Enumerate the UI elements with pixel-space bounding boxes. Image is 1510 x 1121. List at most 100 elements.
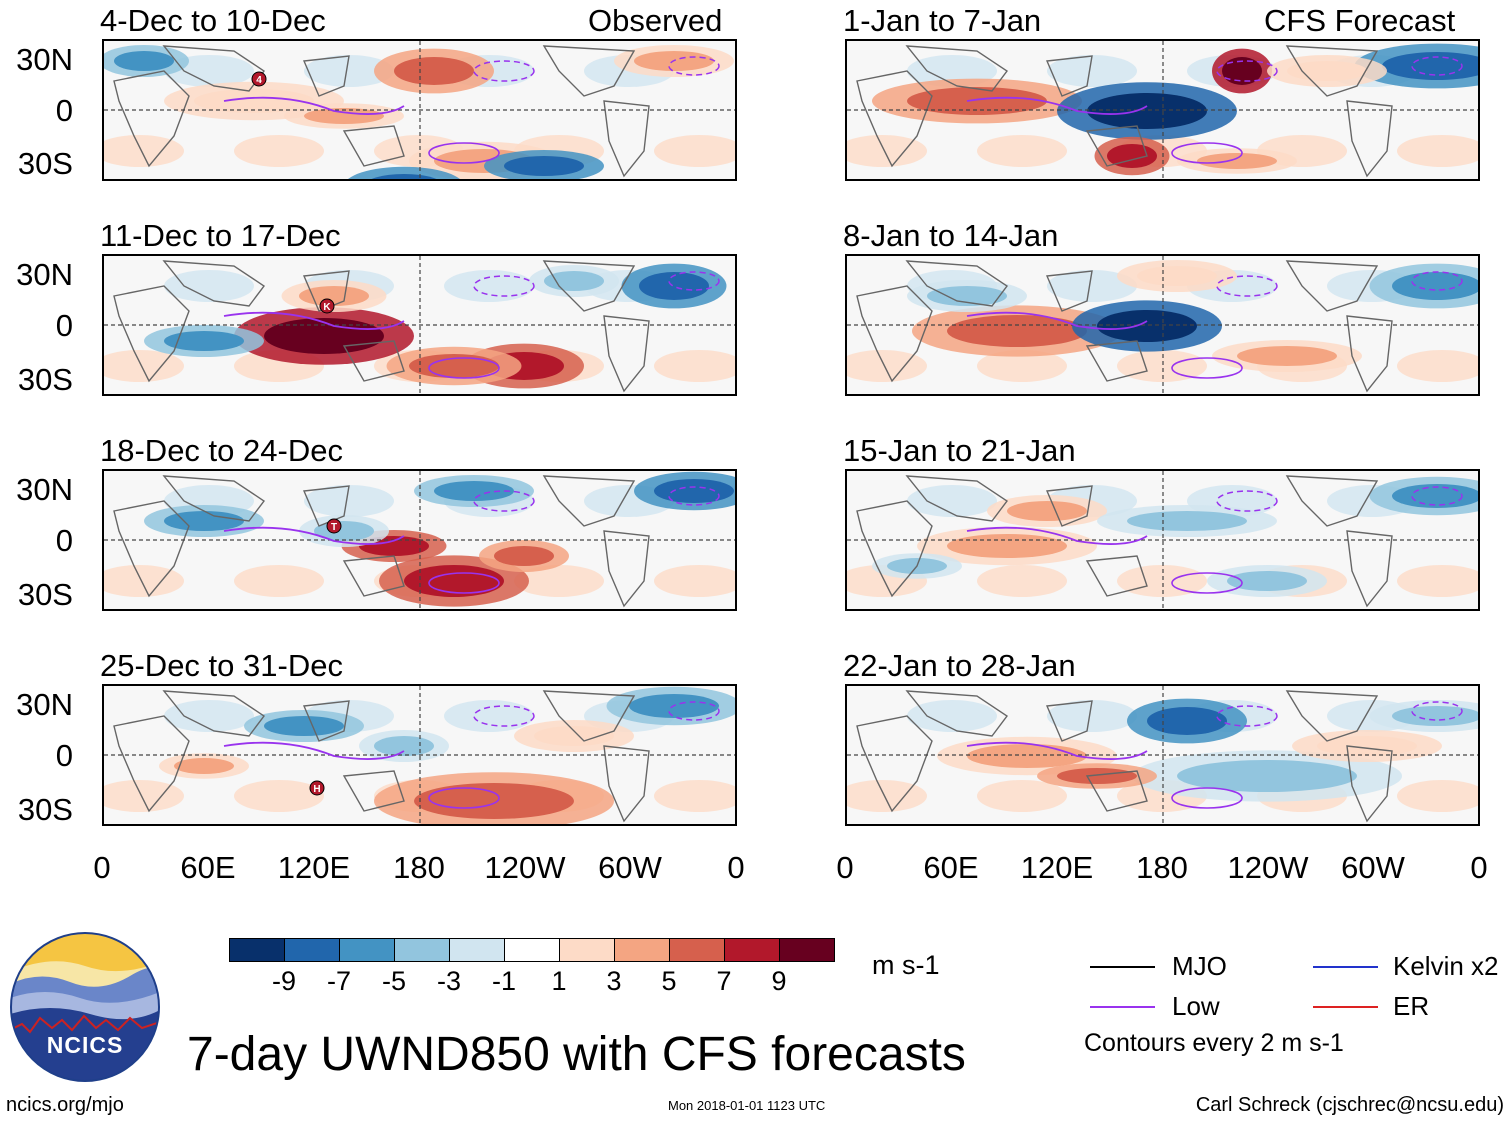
low-contour [1171,142,1243,164]
continent-outline [603,100,650,178]
colorbar-swatch [779,938,835,962]
lat-label-30s: 30S [17,146,73,181]
colorbar-swatch [614,938,670,962]
continent-outline [302,700,350,742]
anomaly-band [304,485,394,517]
anomaly-core [1237,346,1337,366]
map-field [847,256,1478,394]
map-field: 4 [104,41,735,179]
colorbar-swatch [229,938,285,962]
map-panel-obs-3: T [102,469,737,611]
lon-label: 60W [598,850,662,885]
timestamp: Mon 2018-01-01 1123 UTC [668,1098,826,1113]
anomaly-core [1147,707,1227,735]
continent-outline [302,55,350,97]
anomaly-core [264,716,344,736]
map-panel-fc-4 [845,684,1480,826]
continent-outline [1085,340,1148,382]
continent-outline [856,285,933,383]
continent-outline [302,485,350,527]
continent-outline [342,770,405,812]
lon-label: 60E [180,850,236,885]
colorbar-swatch [284,938,340,962]
anomaly-band [977,565,1067,597]
continent-outline [542,45,636,97]
lat-label-30s: 30S [17,577,73,612]
low-contour [223,311,405,330]
anomaly-core [544,271,604,291]
continent-outline [905,475,1009,522]
anomaly-core [164,331,244,351]
continent-outline [1085,125,1148,167]
anomaly-core [504,156,584,176]
low-contour [1216,60,1278,82]
map-field [847,686,1478,824]
panel-title-fc-2: 8-Jan to 14-Jan [843,218,1059,253]
panel-title-obs-2: 11-Dec to 17-Dec [100,218,341,253]
anomaly-band [234,780,324,812]
lon-label: 60E [923,850,979,885]
panel-title-obs-1: 4-Dec to 10-Dec [100,3,326,38]
anomaly-core [947,315,1087,347]
continent-outline [905,260,1009,307]
continent-outline [1346,315,1393,393]
low-contour [1171,787,1243,809]
map-field [847,41,1478,179]
map-panel-obs-2: K [102,254,737,396]
low-contour [668,271,720,291]
low-contour [668,701,720,721]
observed-label: Observed [588,3,723,38]
anomaly-band [847,350,927,382]
anomaly-band [977,780,1067,812]
continent-outline [1085,555,1148,597]
map-field [847,471,1478,609]
anomaly-band [1397,565,1478,597]
anomaly-band [164,270,254,302]
continent-outline [1346,745,1393,823]
logo-text: NCICS [46,1032,124,1058]
continent-outline [342,340,405,382]
low-contour [428,357,500,379]
low-contour [1171,357,1243,379]
source-url: ncics.org/mjo [6,1094,124,1116]
storm-marker-icon [326,518,342,534]
continent-outline [1346,100,1393,178]
panel-title-fc-4: 22-Jan to 28-Jan [843,648,1076,683]
anomaly-core [114,51,174,71]
low-contour [1171,572,1243,594]
low-contour [1216,490,1278,512]
low-contour [473,60,535,82]
continent-outline [603,315,650,393]
low-contour [668,56,720,76]
anomaly-band [654,350,735,382]
lon-label: 120W [484,850,566,885]
panel-title-obs-4: 25-Dec to 31-Dec [100,648,343,683]
continent-outline [1285,475,1379,527]
anomaly-core [414,783,574,819]
continent-outline [162,260,266,307]
anomaly-core [1197,153,1277,169]
anomaly-band [1047,270,1137,302]
legend-label-kelvin: Kelvin x2 [1393,951,1499,981]
colorbar-swatch [504,938,560,962]
storm-marker-icon [319,298,335,314]
legend-note: Contours every 2 m s-1 [1084,1029,1344,1057]
continent-outline [162,475,266,522]
forecast-label: CFS Forecast [1264,3,1456,38]
lon-label: 180 [393,850,445,885]
anomaly-core [1087,93,1207,129]
continent-outline [542,260,636,312]
lat-label-0: 0 [55,93,73,128]
lon-label: 120E [277,850,351,885]
lat-label-30n: 30N [16,472,73,507]
continent-outline [162,690,266,737]
continent-outline [113,285,190,383]
map-panel-obs-4: H [102,684,737,826]
low-contour [966,96,1148,115]
low-contour [428,572,500,594]
low-contour [473,705,535,727]
storm-marker-icon [309,780,325,796]
anomaly-core [654,479,734,503]
anomaly-band [1047,700,1137,732]
continent-outline [542,690,636,742]
